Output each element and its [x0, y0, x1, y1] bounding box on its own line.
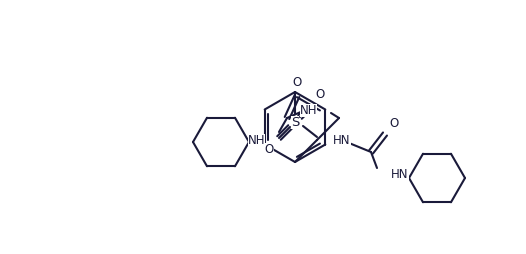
- Text: O: O: [315, 88, 324, 101]
- Text: NH: NH: [248, 134, 265, 147]
- Text: O: O: [389, 117, 398, 130]
- Text: HN: HN: [391, 167, 409, 181]
- Text: HN: HN: [333, 134, 350, 147]
- Text: O: O: [265, 143, 274, 156]
- Text: O: O: [292, 76, 301, 89]
- Text: S: S: [291, 116, 299, 129]
- Text: NH: NH: [299, 103, 317, 117]
